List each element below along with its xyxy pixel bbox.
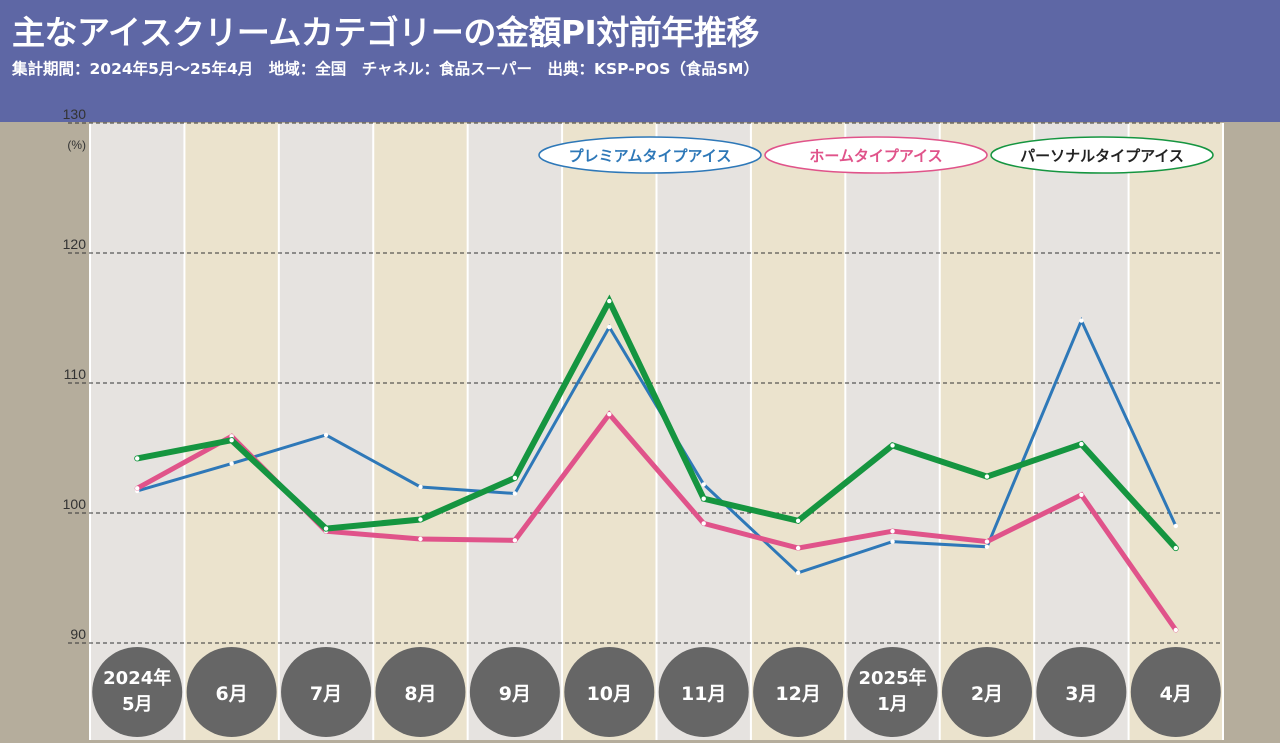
x-tick-label: 3月: [1065, 683, 1097, 705]
data-point: [512, 538, 518, 543]
x-tick-label: 2024年: [103, 667, 171, 689]
month-circle: [941, 647, 1032, 737]
month-circle: [753, 647, 844, 737]
y-tick-label: 120: [63, 236, 87, 252]
data-point: [512, 491, 518, 496]
x-tick-label: 2月: [971, 683, 1003, 705]
data-point: [418, 536, 423, 542]
month-circle: [469, 647, 560, 737]
legend-oval: [538, 136, 762, 174]
data-point: [1173, 523, 1178, 529]
chart-title: 主なアイスクリームカテゴリーの金額PI対前年推移: [12, 13, 759, 52]
month-band: [750, 123, 846, 740]
data-point: [323, 526, 329, 531]
x-tick-label: 7月: [310, 683, 342, 705]
data-point: [701, 521, 706, 526]
legend-label: プレミアムタイプアイス: [569, 147, 732, 165]
data-point: [984, 544, 990, 549]
month-circle: [1036, 647, 1127, 737]
data-point: [607, 412, 612, 417]
x-tick-label: 4月: [1160, 683, 1192, 705]
data-point: [890, 529, 895, 534]
month-circle: [847, 647, 938, 737]
y-tick-label: 100: [63, 496, 87, 512]
data-point: [795, 518, 801, 523]
x-tick-label: 6月: [216, 683, 248, 705]
data-point: [135, 486, 140, 491]
x-tick-label: 10月: [587, 683, 632, 705]
data-point: [1173, 545, 1178, 551]
month-circle: [658, 647, 749, 737]
legend-oval: [764, 136, 988, 174]
y-unit-label: (%): [67, 138, 86, 152]
data-point: [1079, 441, 1084, 447]
y-tick-label: 90: [70, 626, 86, 642]
data-point: [984, 539, 990, 544]
month-band: [845, 123, 940, 740]
header-banner: 主なアイスクリームカテゴリーの金額PI対前年推移 集計期間：2024年5月～25…: [0, 0, 1280, 122]
legend-oval: [990, 136, 1214, 174]
data-point: [229, 438, 234, 443]
data-point: [795, 545, 801, 551]
month-band: [278, 123, 374, 740]
legend-label: ホームタイプアイス: [809, 147, 942, 165]
month-band: [467, 123, 563, 740]
x-tick-label: 5月: [122, 694, 153, 715]
data-point: [418, 484, 423, 490]
month-circle: [281, 647, 372, 737]
data-point: [512, 475, 518, 481]
data-point: [1173, 627, 1178, 633]
data-point: [1079, 318, 1084, 323]
month-band: [1128, 123, 1223, 740]
data-point: [890, 539, 895, 544]
month-circle: [564, 647, 655, 737]
chart-subtitle: 集計期間：2024年5月～25年4月 地域：全国 チャネル：食品スーパー 出典：…: [12, 60, 759, 78]
data-point: [795, 570, 801, 575]
data-point: [323, 432, 329, 438]
month-band: [1034, 123, 1129, 740]
data-point: [890, 443, 895, 448]
data-point: [1079, 492, 1084, 497]
month-circle: [92, 647, 183, 737]
month-band: [373, 123, 468, 740]
data-point: [607, 298, 612, 304]
month-circle: [1130, 647, 1221, 737]
month-band: [562, 123, 657, 740]
month-band: [184, 123, 279, 740]
month-circle: [186, 647, 277, 737]
x-tick-label: 8月: [404, 683, 436, 705]
data-point: [701, 496, 706, 501]
month-band: [90, 123, 185, 740]
x-tick-label: 1月: [877, 694, 908, 715]
x-tick-label: 12月: [775, 683, 820, 705]
data-point: [135, 456, 140, 461]
x-tick-label: 11月: [681, 683, 726, 705]
legend-label: パーソナルタイプアイス: [1020, 147, 1184, 165]
data-point: [418, 517, 423, 522]
data-point: [607, 324, 612, 330]
y-tick-label: 130: [63, 106, 87, 122]
y-tick-label: 110: [64, 366, 87, 382]
data-point: [229, 461, 234, 466]
x-tick-label: 2025年: [858, 667, 926, 689]
month-band: [939, 123, 1035, 740]
data-point: [701, 482, 706, 487]
data-point: [984, 474, 990, 479]
series-line: [134, 294, 1179, 552]
x-tick-label: 9月: [499, 683, 531, 705]
month-circle: [375, 647, 466, 737]
